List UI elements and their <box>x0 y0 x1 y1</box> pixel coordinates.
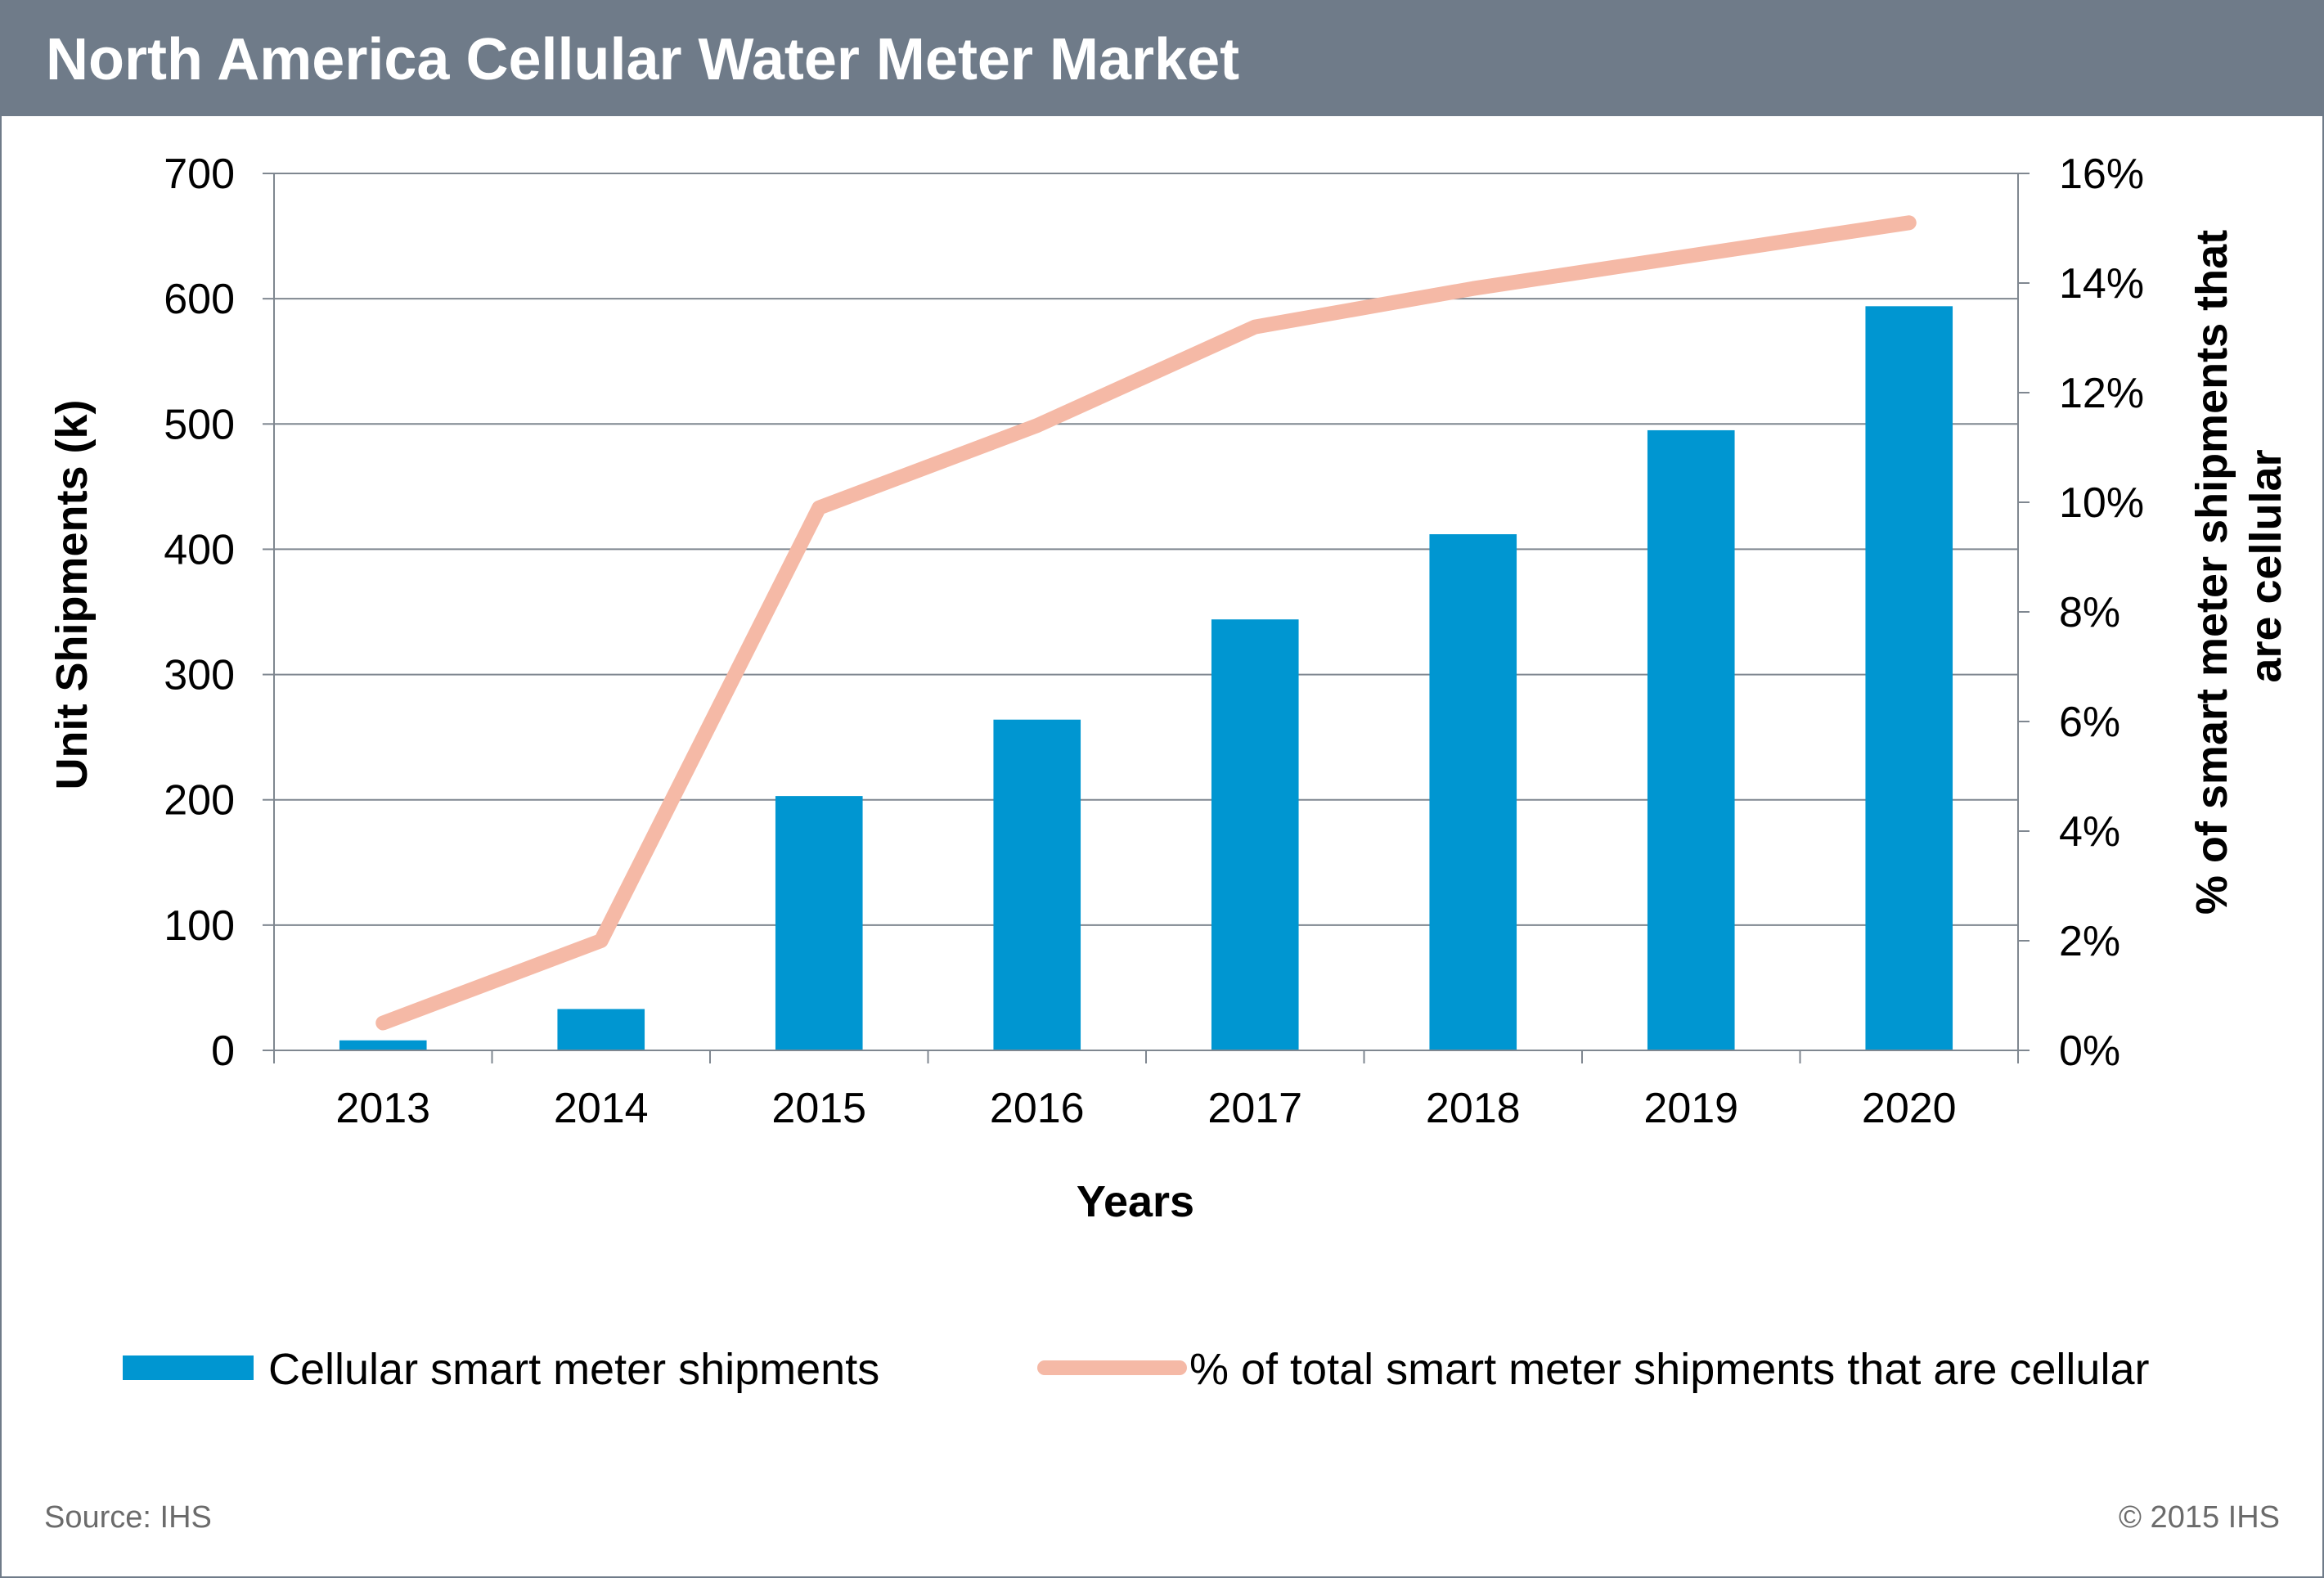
legend-line-label: % of total smart meter shipments that ar… <box>1189 1345 2149 1394</box>
bar <box>1211 619 1299 1050</box>
bar <box>1429 534 1517 1050</box>
x-tick-label: 2019 <box>1643 1085 1738 1132</box>
series-line <box>375 215 1917 1031</box>
y2-tick-label: 2% <box>2059 918 2120 965</box>
bar <box>775 796 863 1050</box>
legend: Cellular smart meter shipments % of tota… <box>123 1345 2149 1394</box>
x-tick-label: 2016 <box>990 1085 1085 1132</box>
bar <box>339 1040 427 1050</box>
y2-tick-label: 16% <box>2059 151 2144 198</box>
bar <box>993 719 1081 1050</box>
y-tick-label: 600 <box>164 276 235 323</box>
x-tick-label: 2017 <box>1207 1085 1302 1132</box>
chart-title: North America Cellular Water Meter Marke… <box>46 27 1240 92</box>
x-tick-label: 2014 <box>554 1085 649 1132</box>
x-tick-label: 2020 <box>1862 1085 1957 1132</box>
legend-bar-swatch <box>123 1355 254 1380</box>
y-tick-label: 200 <box>164 777 235 825</box>
y2-tick-label: 12% <box>2059 370 2144 417</box>
y-tick-label: 700 <box>164 151 235 198</box>
axes <box>263 173 2030 1063</box>
y2-axis-title-line-1: % of smart meter shipments that <box>2187 230 2236 915</box>
y2-tick-label: 4% <box>2059 808 2120 856</box>
y2-tick-label: 10% <box>2059 479 2144 527</box>
y-tick-label: 400 <box>164 526 235 573</box>
legend-bar-label: Cellular smart meter shipments <box>268 1345 879 1394</box>
y2-tick-label: 8% <box>2059 589 2120 636</box>
y2-axis-title: % of smart meter shipments that are cell… <box>2187 218 2290 915</box>
tick-labels: 0 100 200 300 400 500 600 700 0% 2% 4% 6% 8% 10% 12% 14… <box>164 151 2144 1132</box>
grid-lines <box>274 173 2018 926</box>
bar <box>557 1009 645 1050</box>
x-tick-label: 2013 <box>335 1085 430 1132</box>
source-note: Source: IHS <box>44 1500 212 1535</box>
line-series <box>375 215 1917 1031</box>
header-bar: North America Cellular Water Meter Marke… <box>2 2 2322 116</box>
y2-axis-title-line-2: are cellular <box>2241 449 2290 682</box>
x-axis-title: Years <box>1077 1177 1194 1226</box>
y-axis-title: Unit Shipments (k) <box>47 399 97 789</box>
bars <box>339 306 1953 1050</box>
y-tick-label: 0 <box>211 1027 235 1075</box>
y2-tick-label: 14% <box>2059 260 2144 308</box>
x-tick-label: 2018 <box>1426 1085 1521 1132</box>
bar <box>1865 306 1953 1050</box>
bar <box>1647 429 1735 1050</box>
copyright-note: © 2015 IHS <box>2119 1500 2280 1535</box>
y-tick-label: 300 <box>164 652 235 699</box>
y2-tick-label: 0% <box>2059 1027 2120 1075</box>
y2-tick-label: 6% <box>2059 699 2120 746</box>
x-tick-label: 2015 <box>771 1085 866 1132</box>
y-tick-label: 500 <box>164 401 235 448</box>
y-tick-label: 100 <box>164 902 235 950</box>
